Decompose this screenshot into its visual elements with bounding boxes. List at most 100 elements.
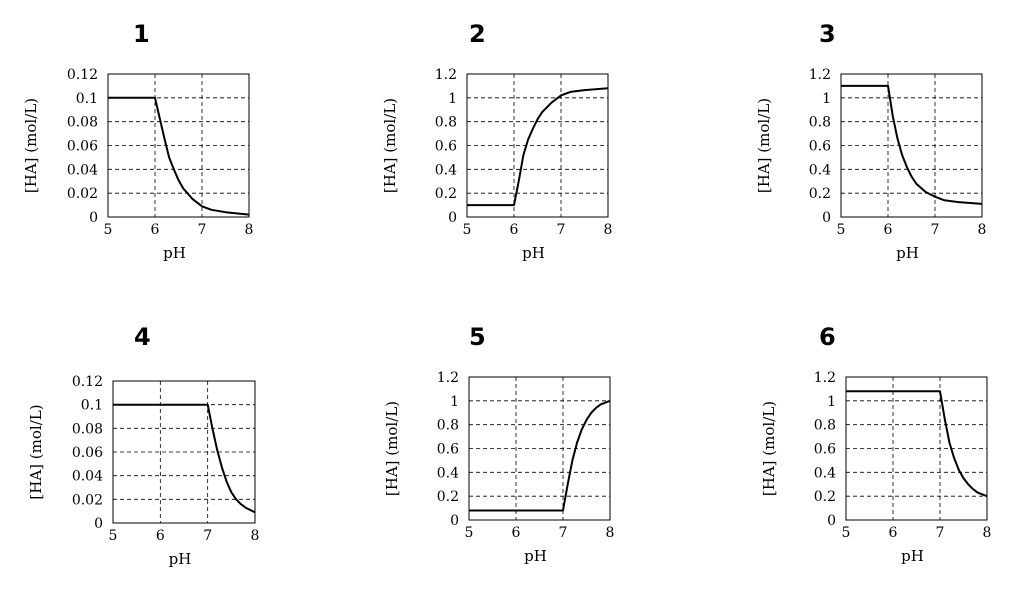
chart-5: 5 5 6 7 8 0 0.2 0.4 0.6 0.8 1 1.2 pH [HA] (mol/L)	[383, 323, 614, 565]
y-tick-label: 1.2	[435, 67, 457, 83]
y-tick-label: 0.6	[814, 442, 836, 458]
chart-number: 5	[469, 323, 486, 351]
chart-2: 2 5 6 7 8 0 0.2 0.4 0.6 0.8 1 1.2 pH [HA] (mol/L)	[381, 20, 612, 262]
series-line	[841, 84, 983, 205]
x-tick-label: 5	[837, 222, 846, 238]
plot-frame	[107, 73, 250, 218]
y-tick-label: 1.2	[437, 370, 459, 386]
y-tick-label: 0.2	[437, 489, 459, 505]
y-tick-label: 0.02	[72, 492, 103, 508]
x-tick-label: 8	[251, 528, 260, 544]
chart-number: 4	[134, 323, 151, 351]
y-tick-label: 0.04	[72, 469, 103, 485]
x-tick-label: 6	[151, 222, 160, 238]
y-tick-label: 0.12	[67, 67, 98, 83]
x-tick-label: 5	[104, 222, 113, 238]
series-line	[469, 399, 611, 512]
y-tick-label: 0.02	[67, 186, 98, 202]
x-tick-label: 7	[203, 528, 212, 544]
y-tick-label: 1	[448, 91, 457, 107]
y-tick-label: 0.8	[437, 418, 459, 434]
y-tick-label: 1	[822, 91, 831, 107]
y-tick-label: 0.8	[809, 115, 831, 131]
y-tick-label: 0.8	[435, 115, 457, 131]
x-tick-label: 7	[931, 222, 940, 238]
y-tick-label: 0	[450, 513, 459, 529]
y-axis-label: [HA] (mol/L)	[27, 404, 45, 499]
x-axis-label: pH	[901, 547, 924, 565]
series-line	[108, 96, 250, 216]
series-line	[467, 87, 609, 207]
y-tick-label: 0.4	[814, 465, 836, 481]
x-tick-label: 5	[465, 525, 474, 541]
y-tick-label: 0.1	[76, 91, 98, 107]
y-tick-label: 0.2	[809, 186, 831, 202]
y-tick-label: 0.4	[437, 465, 459, 481]
x-tick-label: 8	[245, 222, 254, 238]
x-axis-label: pH	[169, 550, 192, 568]
x-tick-label: 6	[884, 222, 893, 238]
y-tick-label: 0.4	[809, 162, 831, 178]
y-tick-label: 0.2	[435, 186, 457, 202]
x-tick-label: 6	[156, 528, 165, 544]
x-axis-label: pH	[163, 244, 186, 262]
x-tick-label: 8	[978, 222, 987, 238]
plot-frame	[112, 380, 256, 524]
plot-frame	[466, 73, 609, 218]
x-tick-label: 6	[510, 222, 519, 238]
x-tick-label: 7	[557, 222, 566, 238]
y-tick-label: 0.6	[437, 442, 459, 458]
y-tick-label: 0	[94, 516, 103, 532]
chart-1: 1 5 6 7 8 0 0.02 0.04 0.06 0.08 0.1 0.12 pH [HA] (mol…	[22, 20, 253, 262]
y-axis-label: [HA] (mol/L)	[383, 401, 401, 496]
y-tick-label: 0.08	[72, 421, 103, 437]
y-tick-label: 0	[89, 210, 98, 226]
x-tick-label: 7	[936, 525, 945, 541]
chart-4: 4 5 6 7 8 0 0.02 0.04 0.06 0.08 0.1 0.12 pH [HA] (mol…	[27, 323, 259, 568]
y-tick-label: 0	[448, 210, 457, 226]
x-tick-label: 8	[983, 525, 992, 541]
x-tick-label: 6	[512, 525, 521, 541]
y-axis-label: [HA] (mol/L)	[381, 98, 399, 193]
x-axis-label: pH	[522, 244, 545, 262]
y-axis-label: [HA] (mol/L)	[755, 98, 773, 193]
chart-6: 6 5 6 7 8 0 0.2 0.4 0.6 0.8 1 1.2 pH [HA] (mol/L)	[760, 323, 991, 565]
y-tick-label: 0	[822, 210, 831, 226]
chart-number: 3	[819, 20, 836, 48]
x-tick-label: 5	[109, 528, 118, 544]
chart-3: 3 5 6 7 8 0 0.2 0.4 0.6 0.8 1 1.2 pH [HA] (mol/L)	[755, 20, 986, 262]
chart-number: 1	[133, 20, 150, 48]
plot-frame	[845, 376, 988, 521]
x-tick-label: 5	[842, 525, 851, 541]
y-tick-label: 0	[827, 513, 836, 529]
x-tick-label: 5	[463, 222, 472, 238]
y-tick-label: 1.2	[814, 370, 836, 386]
y-tick-label: 0.12	[72, 374, 103, 390]
x-tick-label: 8	[604, 222, 613, 238]
y-tick-label: 0.1	[81, 398, 103, 414]
y-axis-label: [HA] (mol/L)	[760, 401, 778, 496]
x-axis-label: pH	[896, 244, 919, 262]
y-tick-label: 1	[450, 394, 459, 410]
plot-frame	[840, 73, 983, 218]
y-tick-label: 1.2	[809, 67, 831, 83]
chart-number: 2	[469, 20, 486, 48]
y-tick-label: 0.08	[67, 115, 98, 131]
y-tick-label: 0.6	[809, 139, 831, 155]
y-tick-label: 0.06	[67, 139, 98, 155]
x-tick-label: 8	[606, 525, 615, 541]
series-line	[846, 390, 988, 498]
series-line	[113, 403, 256, 514]
y-tick-label: 0.06	[72, 445, 103, 461]
x-tick-label: 7	[559, 525, 568, 541]
y-tick-label: 0.4	[435, 162, 457, 178]
y-tick-label: 0.04	[67, 162, 98, 178]
y-tick-label: 0.6	[435, 139, 457, 155]
y-tick-label: 0.2	[814, 489, 836, 505]
x-tick-label: 6	[889, 525, 898, 541]
x-axis-label: pH	[524, 547, 547, 565]
y-axis-label: [HA] (mol/L)	[22, 98, 40, 193]
y-tick-label: 0.8	[814, 418, 836, 434]
